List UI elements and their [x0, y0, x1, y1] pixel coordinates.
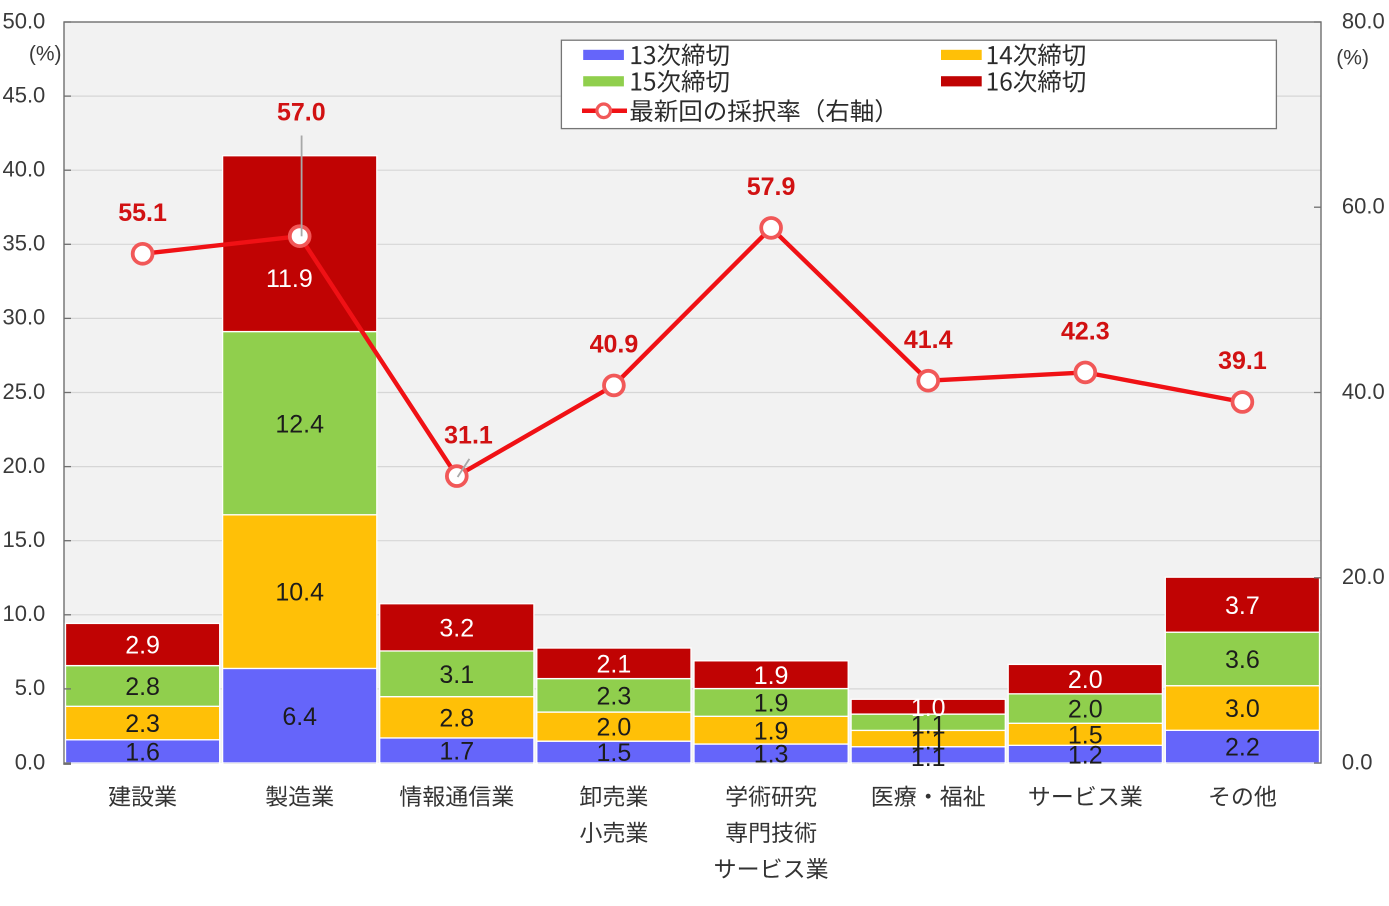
- svg-text:1.9: 1.9: [754, 662, 789, 690]
- svg-text:2.8: 2.8: [125, 673, 160, 701]
- svg-text:0.0: 0.0: [1342, 749, 1373, 774]
- svg-text:0.0: 0.0: [15, 749, 46, 774]
- svg-text:1.7: 1.7: [439, 738, 474, 766]
- svg-text:20.0: 20.0: [2, 453, 45, 478]
- svg-text:2.1: 2.1: [597, 650, 632, 678]
- svg-text:80.0: 80.0: [1342, 8, 1385, 33]
- svg-text:1.9: 1.9: [754, 690, 789, 718]
- svg-text:1.2: 1.2: [1068, 741, 1103, 769]
- svg-text:1.1: 1.1: [911, 744, 946, 772]
- svg-text:57.9: 57.9: [747, 173, 796, 201]
- svg-text:1.5: 1.5: [597, 739, 632, 767]
- svg-text:2.0: 2.0: [1068, 666, 1103, 694]
- svg-text:40.0: 40.0: [2, 157, 45, 182]
- svg-text:42.3: 42.3: [1061, 318, 1110, 346]
- svg-text:3.2: 3.2: [439, 614, 474, 642]
- svg-text:57.0: 57.0: [277, 98, 326, 126]
- svg-text:30.0: 30.0: [2, 305, 45, 330]
- svg-text:1.0: 1.0: [911, 694, 946, 722]
- svg-text:1.3: 1.3: [754, 741, 789, 769]
- svg-text:11.9: 11.9: [266, 265, 313, 293]
- svg-text:39.1: 39.1: [1218, 347, 1267, 375]
- svg-text:55.1: 55.1: [118, 199, 167, 227]
- svg-text:10.4: 10.4: [275, 579, 324, 607]
- svg-text:45.0: 45.0: [2, 82, 45, 107]
- svg-text:31.1: 31.1: [444, 422, 493, 450]
- svg-text:50.0: 50.0: [2, 8, 45, 33]
- svg-text:1.1: 1.1: [911, 728, 946, 756]
- svg-text:1.1: 1.1: [911, 711, 946, 739]
- svg-text:2.3: 2.3: [125, 710, 160, 738]
- svg-text:2.0: 2.0: [1068, 696, 1103, 724]
- svg-text:40.9: 40.9: [590, 331, 639, 359]
- svg-text:3.0: 3.0: [1225, 695, 1260, 723]
- svg-text:2.9: 2.9: [125, 632, 160, 660]
- svg-text:2.0: 2.0: [597, 714, 632, 742]
- svg-text:5.0: 5.0: [15, 675, 46, 700]
- svg-text:(%): (%): [1336, 47, 1369, 70]
- svg-text:10.0: 10.0: [2, 601, 45, 626]
- svg-text:6.4: 6.4: [282, 703, 317, 731]
- svg-text:3.6: 3.6: [1225, 646, 1260, 674]
- svg-text:40.0: 40.0: [1342, 379, 1385, 404]
- svg-text:3.7: 3.7: [1225, 592, 1260, 620]
- svg-text:(%): (%): [29, 43, 62, 66]
- svg-text:1.5: 1.5: [1068, 721, 1103, 749]
- svg-text:2.8: 2.8: [439, 704, 474, 732]
- svg-text:2.2: 2.2: [1225, 734, 1260, 762]
- svg-text:15.0: 15.0: [2, 527, 45, 552]
- svg-text:60.0: 60.0: [1342, 194, 1385, 219]
- svg-text:2.3: 2.3: [597, 682, 632, 710]
- svg-text:12.4: 12.4: [275, 410, 324, 438]
- svg-text:1.9: 1.9: [754, 717, 789, 745]
- svg-text:25.0: 25.0: [2, 379, 45, 404]
- svg-text:41.4: 41.4: [904, 326, 953, 354]
- svg-text:3.1: 3.1: [439, 661, 474, 689]
- svg-text:20.0: 20.0: [1342, 564, 1385, 589]
- svg-text:35.0: 35.0: [2, 231, 45, 256]
- svg-text:1.6: 1.6: [125, 739, 160, 767]
